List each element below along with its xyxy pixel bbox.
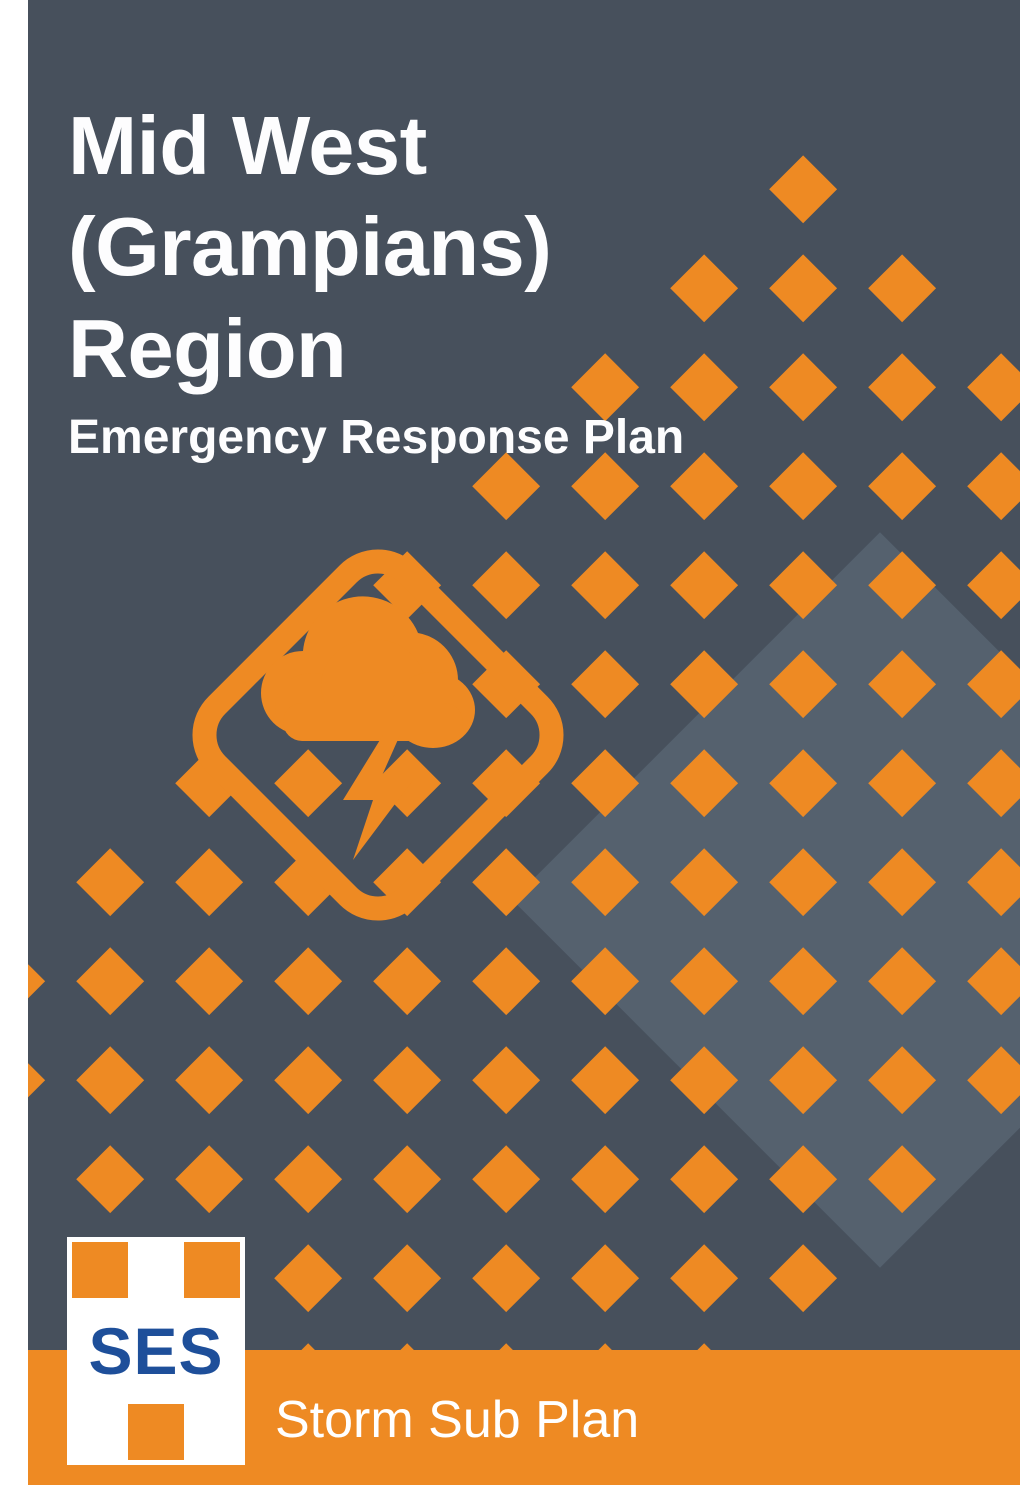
title-line-1: Mid West xyxy=(68,95,551,196)
page-title: Mid West (Grampians) Region xyxy=(68,95,551,399)
document-cover-page: Mid West (Grampians) Region Emergency Re… xyxy=(0,0,1020,1485)
main-panel: Mid West (Grampians) Region Emergency Re… xyxy=(28,0,1020,1350)
storm-warning-icon xyxy=(168,525,588,945)
footer-label: Storm Sub Plan xyxy=(275,1390,639,1450)
title-line-2: (Grampians) xyxy=(68,196,551,297)
ses-logo: SES xyxy=(67,1237,245,1465)
title-line-3: Region xyxy=(68,298,551,399)
ses-logo-bottom-checker xyxy=(72,1404,240,1460)
ses-logo-text: SES xyxy=(72,1298,240,1404)
page-subtitle: Emergency Response Plan xyxy=(68,410,684,465)
ses-logo-top-checker xyxy=(72,1242,240,1298)
